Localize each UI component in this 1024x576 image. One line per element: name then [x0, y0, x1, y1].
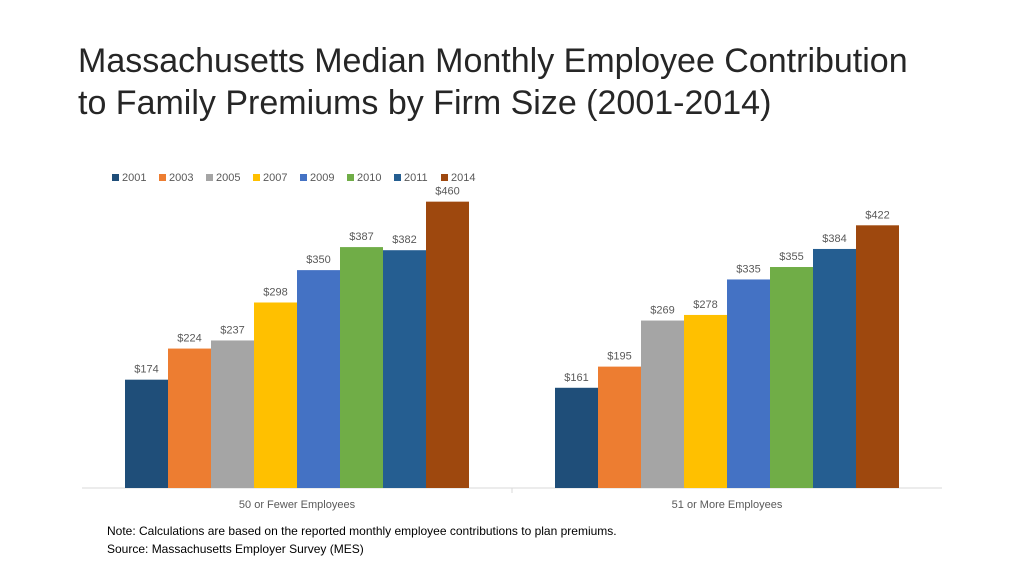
legend-swatch-2003	[159, 174, 166, 181]
data-label: $224	[177, 333, 201, 345]
category-label: 50 or Fewer Employees	[239, 499, 356, 511]
note-text: Note: Calculations are based on the repo…	[107, 524, 617, 538]
bar-2005-small-firms	[211, 340, 254, 488]
legend-label-2001: 2001	[122, 172, 146, 184]
legend-label-2009: 2009	[310, 172, 334, 184]
category-label: 51 or More Employees	[672, 499, 783, 511]
data-label: $422	[865, 209, 889, 221]
bar-2001-large-firms	[555, 387, 598, 488]
data-label: $350	[306, 254, 330, 266]
bar-2010-small-firms	[340, 247, 383, 488]
bar-2011-small-firms	[383, 250, 426, 488]
legend-swatch-2005	[206, 174, 213, 181]
bar-2010-large-firms	[770, 267, 813, 488]
data-label: $278	[693, 299, 717, 311]
bar-2011-large-firms	[813, 248, 856, 488]
data-label: $335	[736, 263, 760, 275]
legend-label-2014: 2014	[451, 172, 475, 184]
legend-label-2005: 2005	[216, 172, 240, 184]
bar-2014-large-firms	[856, 225, 899, 488]
bar-2005-large-firms	[641, 320, 684, 488]
source-text: Source: Massachusetts Employer Survey (M…	[107, 542, 364, 556]
chart-footnote: Note: Calculations are based on the repo…	[107, 522, 617, 558]
bar-2007-large-firms	[684, 314, 727, 488]
data-label: $161	[564, 372, 588, 384]
legend-label-2003: 2003	[169, 172, 193, 184]
legend-swatch-2001	[112, 174, 119, 181]
data-label: $384	[822, 233, 846, 245]
data-label: $237	[220, 324, 244, 336]
bar-2014-small-firms	[426, 201, 469, 488]
legend-label-2010: 2010	[357, 172, 381, 184]
data-label: $387	[349, 231, 373, 243]
data-label: $460	[435, 186, 459, 198]
legend-label-2007: 2007	[263, 172, 287, 184]
bar-2001-small-firms	[125, 379, 168, 488]
legend-swatch-2007	[253, 174, 260, 181]
title-line-1: Massachusetts Median Monthly Employee Co…	[78, 42, 908, 80]
legend-label-2011: 2011	[404, 172, 428, 184]
legend-swatch-2010	[347, 174, 354, 181]
bar-2007-small-firms	[254, 302, 297, 488]
data-label: $355	[779, 251, 803, 263]
legend-swatch-2011	[394, 174, 401, 181]
title-line-2: to Family Premiums by Firm Size (2001-20…	[78, 84, 772, 122]
slide-title: Massachusetts Median Monthly Employee Co…	[78, 40, 978, 124]
data-label: $298	[263, 286, 287, 298]
bar-2009-large-firms	[727, 279, 770, 488]
legend-swatch-2014	[441, 174, 448, 181]
data-label: $195	[607, 351, 631, 363]
data-label: $269	[650, 305, 674, 317]
data-label: $382	[392, 234, 416, 246]
bar-2003-large-firms	[598, 366, 641, 488]
bar-2003-small-firms	[168, 348, 211, 488]
bar-2009-small-firms	[297, 270, 340, 488]
data-label: $174	[134, 364, 158, 376]
legend-swatch-2009	[300, 174, 307, 181]
